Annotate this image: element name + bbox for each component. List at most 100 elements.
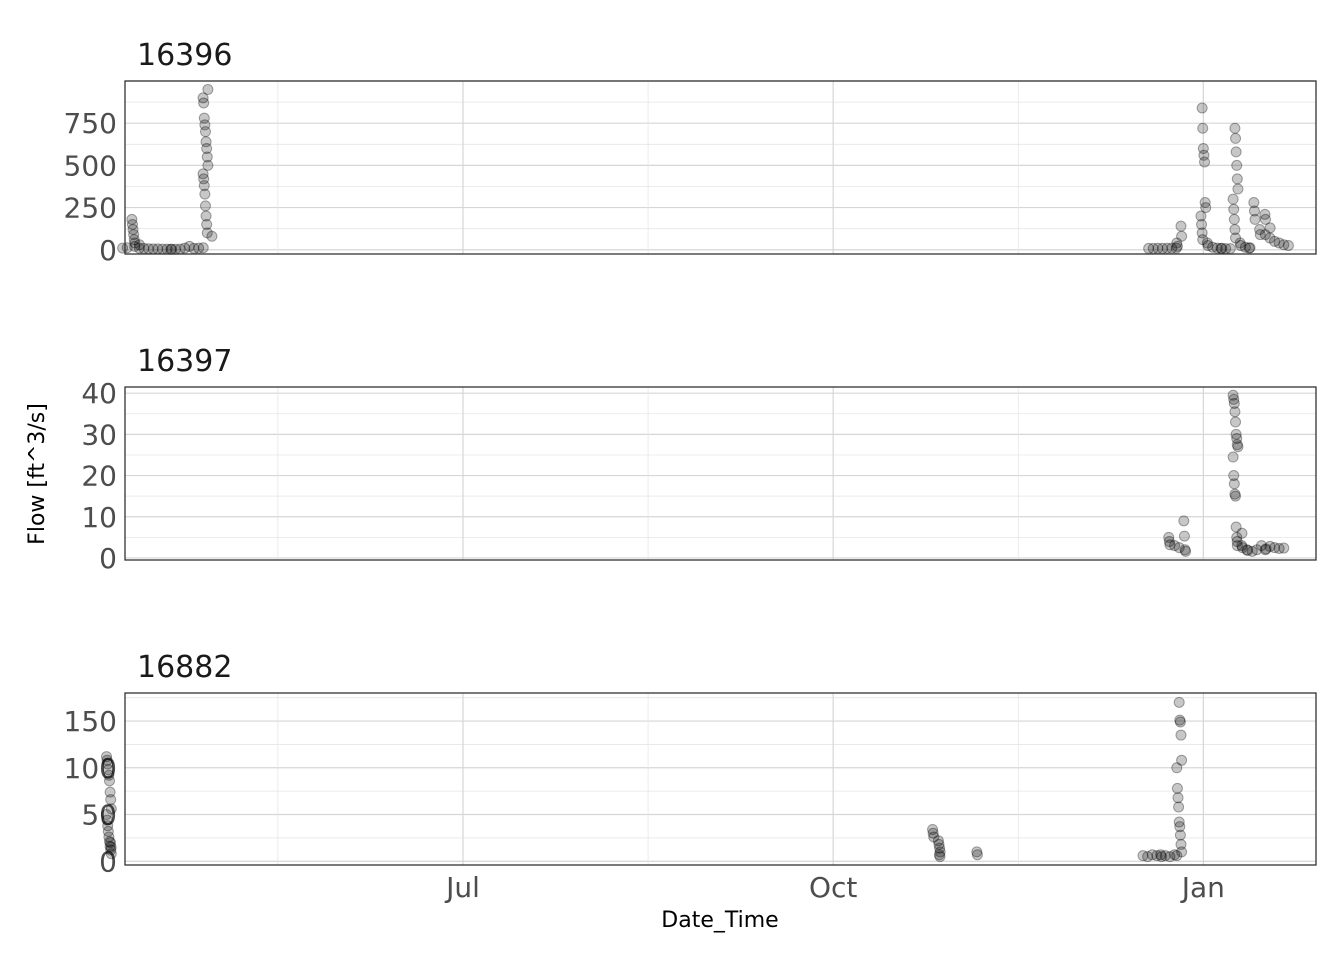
data-point [934, 846, 946, 858]
data-point [1175, 220, 1187, 232]
data-point [197, 168, 209, 180]
data-point [199, 188, 211, 200]
data-point [102, 764, 114, 776]
data-point [1197, 122, 1209, 134]
data-point [1236, 540, 1248, 552]
y-tick-label: 750 [64, 107, 117, 140]
data-point [102, 820, 114, 832]
data-point [101, 751, 113, 763]
data-point [1173, 801, 1185, 813]
panel-frame [124, 386, 1317, 561]
panel-title: 16396 [137, 38, 232, 73]
panel-y-ticks: 0 250 500 750 [64, 107, 117, 267]
data-point [1249, 213, 1261, 225]
data-point [1171, 240, 1183, 252]
data-point [1227, 193, 1239, 205]
data-point [201, 143, 213, 155]
data-point [1166, 242, 1178, 254]
data-point [1152, 242, 1164, 254]
data-point [1164, 539, 1176, 551]
data-point [1174, 714, 1186, 726]
data-point [1236, 527, 1248, 539]
data-point [1155, 851, 1167, 863]
data-point [1232, 183, 1244, 195]
y-tick-label: 250 [64, 192, 117, 225]
data-point [1259, 208, 1271, 220]
data-point [199, 119, 211, 131]
y-tick-label: 0 [99, 845, 117, 878]
data-point [1241, 544, 1253, 556]
data-point [1259, 544, 1271, 556]
data-point [1231, 535, 1243, 547]
data-point [133, 239, 145, 251]
data-point [206, 230, 218, 242]
panel-16882: 16882 0 50 100 150 [64, 650, 1317, 878]
data-point [927, 827, 939, 839]
data-point [1199, 156, 1211, 168]
data-point [1163, 531, 1175, 543]
panel-grid [125, 387, 1316, 560]
data-point [1231, 540, 1243, 552]
x-axis-ticks: Jul Oct Jan [444, 871, 1225, 904]
data-point [1195, 210, 1207, 222]
data-point [1260, 543, 1272, 555]
data-point [1146, 849, 1158, 861]
data-point [128, 234, 140, 246]
y-tick-label: 40 [81, 377, 117, 410]
data-point [1199, 197, 1211, 209]
data-point [1173, 696, 1185, 708]
data-point [104, 775, 116, 787]
data-point [105, 837, 117, 849]
data-point [1235, 240, 1247, 252]
data-point [1227, 389, 1239, 401]
data-point [1248, 197, 1260, 209]
data-point [200, 136, 212, 148]
data-point [1254, 224, 1266, 236]
data-point [103, 831, 115, 843]
data-point [198, 180, 210, 192]
data-point [1170, 242, 1182, 254]
data-point [129, 240, 141, 252]
data-point [1164, 851, 1176, 863]
data-point [105, 794, 117, 806]
panel-frame [124, 692, 1317, 866]
data-point [1171, 782, 1183, 794]
data-point [1229, 488, 1241, 500]
panel-points [1163, 389, 1290, 557]
data-point [1197, 143, 1209, 155]
y-tick-label: 20 [81, 460, 117, 493]
data-point [927, 823, 939, 835]
data-point [1200, 202, 1212, 214]
data-point [1207, 241, 1219, 253]
data-point [1178, 515, 1190, 527]
data-point [1228, 397, 1240, 409]
y-tick-label: 500 [64, 149, 117, 182]
x-tick-label: Jul [444, 871, 480, 904]
panel-title: 16397 [137, 344, 232, 379]
data-point [201, 151, 213, 163]
data-point [129, 237, 141, 249]
data-point [1175, 838, 1187, 850]
y-tick-label: 0 [99, 234, 117, 267]
data-point [201, 227, 213, 239]
data-point [105, 848, 117, 860]
panel-grid [125, 693, 1316, 865]
data-point [102, 825, 114, 837]
data-point [1230, 428, 1242, 440]
data-point [126, 213, 138, 225]
panel-points [117, 83, 1294, 255]
data-point [1231, 432, 1243, 444]
panel-frame [124, 80, 1317, 255]
data-point [1254, 229, 1266, 241]
data-point [1229, 122, 1241, 134]
panel-points [101, 696, 1188, 863]
data-point [1229, 406, 1241, 418]
data-point [934, 842, 946, 854]
data-point [1231, 173, 1243, 185]
data-point [1248, 205, 1260, 217]
data-point [1243, 242, 1255, 254]
data-point [133, 242, 145, 254]
data-point [1173, 816, 1185, 828]
data-point [202, 159, 214, 171]
